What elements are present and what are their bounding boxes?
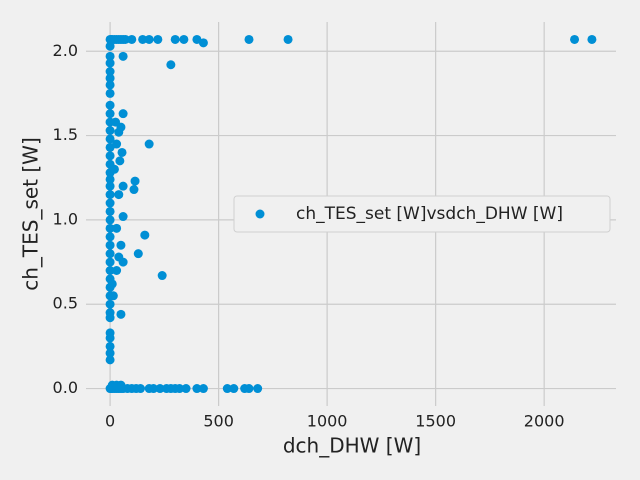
point [105, 341, 115, 351]
point [114, 190, 124, 200]
point [144, 139, 154, 149]
point [198, 38, 208, 48]
point [118, 181, 128, 191]
point [148, 384, 158, 394]
x-tick-label: 1000 [307, 412, 348, 431]
point [105, 174, 115, 184]
point [116, 240, 126, 250]
point [105, 240, 115, 250]
point [105, 66, 115, 76]
y-axis-label: ch_TES_set [W] [19, 137, 43, 291]
point [105, 215, 115, 225]
point [105, 80, 115, 90]
point [166, 60, 176, 70]
point [120, 34, 130, 44]
point [138, 34, 148, 44]
point [222, 384, 232, 394]
x-tick-label: 1500 [415, 412, 456, 431]
point [105, 333, 115, 343]
point [244, 384, 254, 394]
point [129, 185, 139, 195]
point [105, 100, 115, 110]
point [105, 198, 115, 208]
point [153, 34, 163, 44]
point [105, 181, 115, 191]
point [170, 34, 180, 44]
point [105, 299, 115, 309]
point [181, 384, 191, 394]
x-axis-label: dch_DHW [W] [283, 434, 421, 458]
point [140, 230, 150, 240]
point [105, 126, 115, 136]
y-tick-label: 1.0 [53, 209, 78, 228]
point [133, 249, 143, 259]
point [118, 109, 128, 119]
x-tick-label: 0 [105, 412, 115, 431]
point [108, 291, 118, 301]
point [175, 384, 185, 394]
point [118, 257, 128, 267]
point [105, 51, 115, 61]
point [130, 176, 140, 186]
point [587, 34, 597, 44]
legend-box [233, 195, 611, 233]
y-tick-label: 0.5 [53, 294, 78, 313]
point [107, 279, 117, 289]
point [179, 34, 189, 44]
x-tick-label: 2000 [524, 412, 565, 431]
point [105, 232, 115, 242]
point [105, 109, 115, 119]
point [112, 139, 122, 149]
legend-label: ch_TES_set [W]vsdch_DHW [W] [296, 204, 563, 224]
y-tick-label: 2.0 [53, 41, 78, 60]
point [570, 34, 580, 44]
point [105, 73, 115, 83]
point [105, 265, 115, 275]
point [192, 384, 202, 394]
point [109, 164, 119, 174]
point [127, 34, 137, 44]
point [105, 223, 115, 233]
point [105, 190, 115, 200]
point [116, 122, 126, 132]
y-tick-label: 1.5 [53, 125, 78, 144]
point [105, 257, 115, 267]
point [116, 309, 126, 319]
point [118, 51, 128, 61]
point [135, 384, 145, 394]
point [244, 34, 254, 44]
point [105, 151, 115, 161]
point [105, 249, 115, 259]
point [105, 206, 115, 216]
point [105, 41, 115, 51]
point [157, 271, 167, 281]
point [105, 355, 115, 365]
point [105, 88, 115, 98]
point [198, 384, 208, 394]
point [112, 223, 122, 233]
point [105, 313, 115, 323]
point [229, 384, 239, 394]
point [105, 58, 115, 68]
point [155, 384, 165, 394]
point [253, 384, 263, 394]
point [283, 34, 293, 44]
point [105, 348, 115, 358]
legend-marker [255, 209, 265, 219]
point [115, 156, 125, 166]
point [144, 34, 154, 44]
point [117, 147, 127, 157]
x-tick-label: 500 [203, 412, 234, 431]
point [105, 134, 115, 144]
y-tick-label: 0.0 [53, 378, 78, 397]
point [118, 212, 128, 222]
point [112, 265, 122, 275]
point [116, 380, 126, 390]
